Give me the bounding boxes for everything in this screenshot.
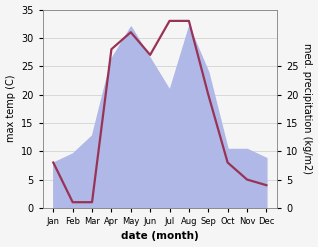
X-axis label: date (month): date (month) [121, 231, 199, 242]
Y-axis label: max temp (C): max temp (C) [5, 75, 16, 143]
Y-axis label: med. precipitation (kg/m2): med. precipitation (kg/m2) [302, 43, 313, 174]
